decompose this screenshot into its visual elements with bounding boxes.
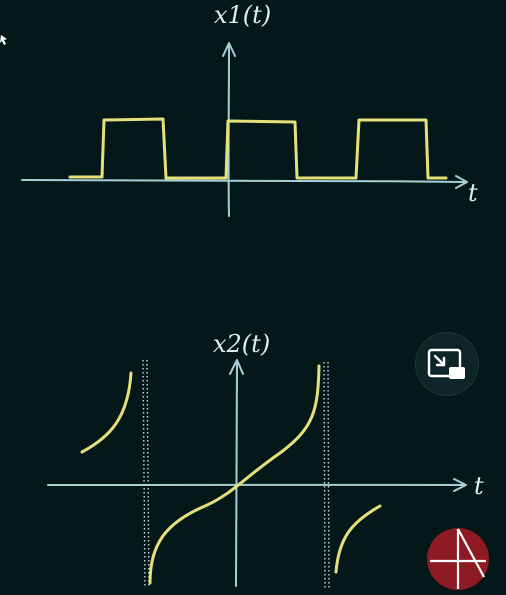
left-asymptote: [142, 359, 146, 589]
top-plot-ylabel: x1(t): [214, 1, 271, 29]
pulse-train-signal: [68, 117, 448, 180]
bottom-plot-ylabel: x2(t): [213, 330, 270, 358]
picture-in-picture-icon: [427, 348, 465, 379]
top-plot-xlabel: t: [468, 179, 478, 207]
bottom-plot: x2(t) t: [47, 330, 484, 589]
top-plot-t-axis-arrow: [455, 175, 468, 189]
right-asymptote-shadow: [327, 361, 330, 589]
left-asymptote-shadow: [146, 359, 150, 589]
right-asymptote: [323, 361, 326, 589]
bottom-plot-x2-axis-arrow: [229, 359, 244, 375]
bottom-plot-t-axis-arrow: [453, 478, 467, 492]
bottom-plot-xlabel: t: [474, 472, 484, 500]
tangent-branch-left: [80, 371, 133, 454]
top-plot-x1-axis-arrow: [222, 42, 236, 57]
picture-in-picture-button[interactable]: [416, 333, 478, 395]
top-plot: x1(t) t: [21, 1, 478, 217]
bottom-plot-t-axis: [47, 483, 465, 487]
tangent-branch-right: [334, 504, 382, 574]
cursor-icon: [0, 35, 7, 45]
top-plot-t-axis: [21, 179, 467, 183]
channel-logo-icon: [427, 528, 489, 590]
bottom-plot-x2-axis: [235, 361, 238, 587]
tangent-branch-center: [148, 364, 321, 585]
